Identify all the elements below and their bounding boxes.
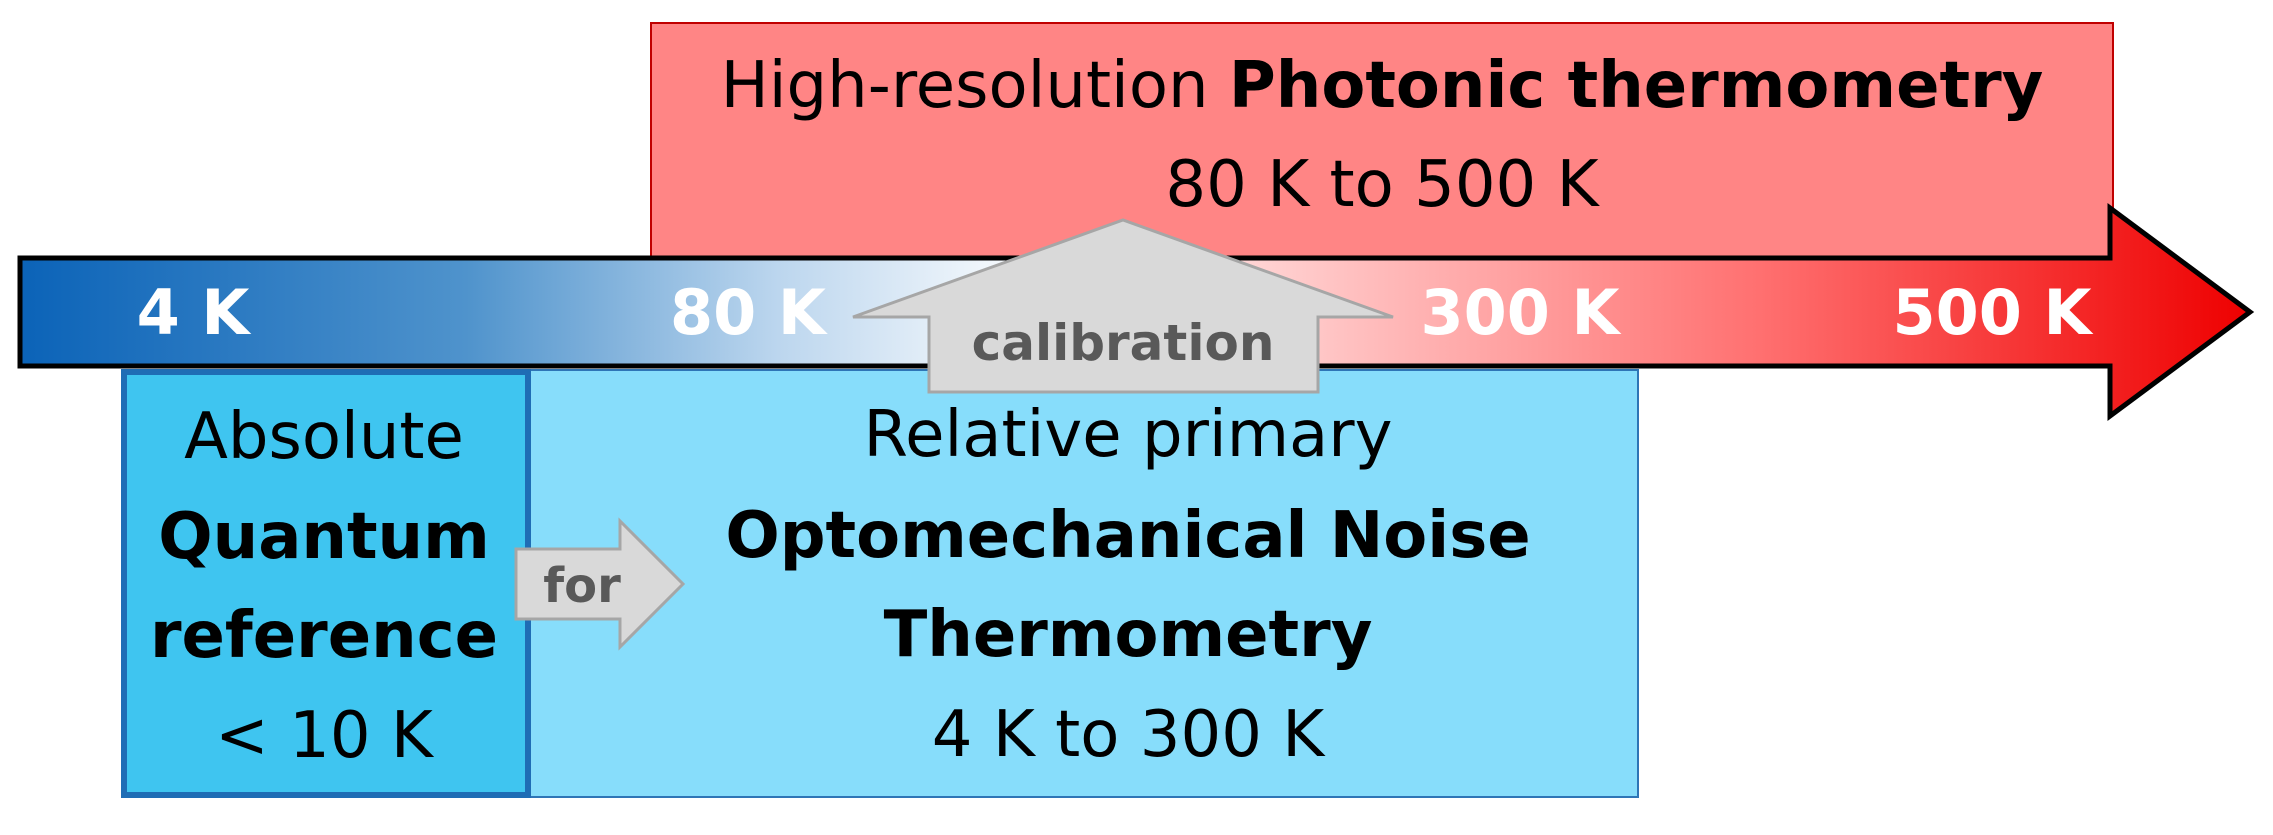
- axis-tick-4k: 4 K: [137, 276, 252, 349]
- photonic-box-rect: [650, 22, 2114, 274]
- axis-tick-300k: 300 K: [1420, 276, 1621, 349]
- for-arrow-shape: [514, 517, 686, 651]
- photonic-title: High-resolution Photonic thermometry: [721, 49, 2044, 123]
- optomech-line2: Optomechanical Noise: [725, 499, 1530, 573]
- photonic-thermometry-box: High-resolution Photonic thermometry 80 …: [650, 22, 2114, 274]
- photonic-range: 80 K to 500 K: [1165, 148, 1600, 222]
- calibration-arrow: calibration: [852, 218, 1394, 394]
- photonic-title-regular: High-resolution: [721, 49, 1229, 123]
- optomech-line3: Thermometry: [884, 598, 1373, 672]
- calibration-label: calibration: [972, 314, 1275, 372]
- for-arrow: for: [514, 517, 686, 651]
- quantum-line4: < 10 K: [215, 699, 435, 773]
- axis-tick-80k: 80 K: [670, 276, 828, 349]
- optomech-line4: 4 K to 300 K: [932, 698, 1326, 772]
- quantum-reference-box: Absolute Quantum reference < 10 K: [121, 369, 531, 798]
- photonic-title-bold: Photonic thermometry: [1229, 49, 2043, 123]
- axis-tick-500k: 500 K: [1892, 276, 2093, 349]
- for-label: for: [543, 558, 621, 614]
- quantum-line3: reference: [150, 599, 498, 673]
- quantum-line2: Quantum: [158, 500, 490, 574]
- quantum-box-rect: [121, 369, 531, 798]
- calibration-arrow-shape: [852, 218, 1394, 394]
- optomech-line1: Relative primary: [864, 398, 1393, 472]
- quantum-line1: Absolute: [184, 400, 464, 474]
